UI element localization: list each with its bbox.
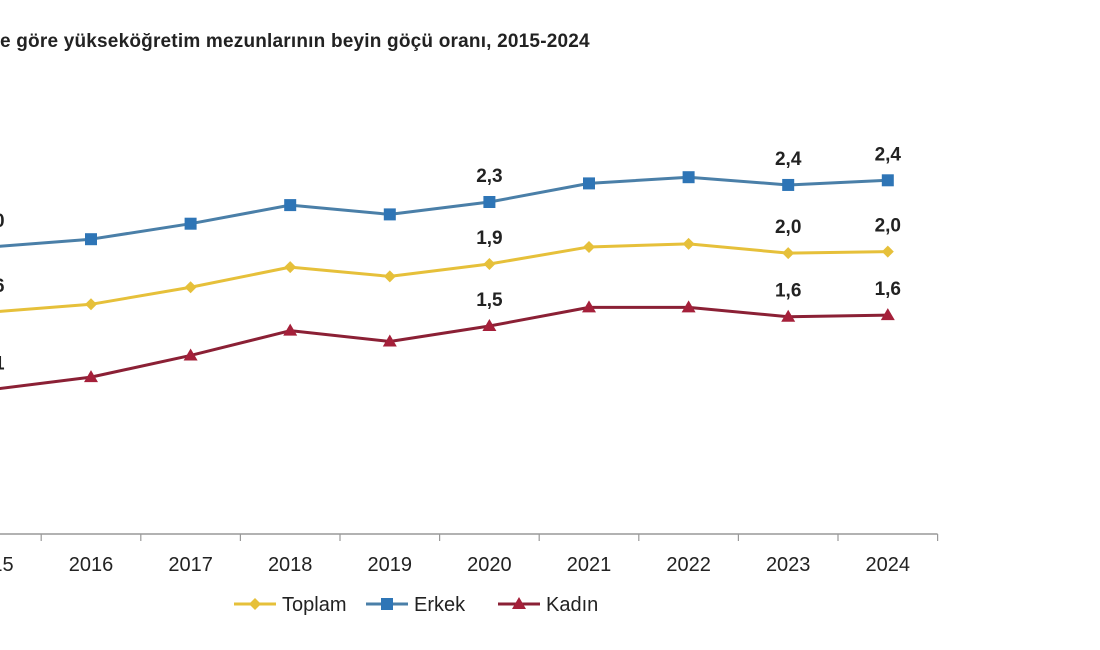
data-point-erkek — [782, 178, 795, 191]
x-tick-label: 2024 — [866, 554, 911, 576]
data-point-kadın — [283, 323, 298, 336]
legend-label-toplam: Toplam — [282, 594, 346, 616]
data-point-toplam — [184, 281, 197, 294]
x-tick-label: 2023 — [766, 554, 811, 576]
data-label-kadın: 1,6 — [875, 279, 901, 300]
data-point-kadın — [781, 309, 796, 322]
data-point-erkek — [483, 196, 496, 208]
legend-marker-erkek — [381, 598, 393, 610]
legend-label-kadın: Kadın — [546, 594, 598, 616]
data-point-toplam — [782, 247, 795, 260]
x-tick-label: 2021 — [567, 554, 612, 576]
data-label-toplam: 1,9 — [476, 228, 502, 249]
x-tick-label: 2015 — [0, 554, 14, 576]
x-tick-label: 2017 — [168, 554, 213, 576]
data-point-kadın — [382, 334, 397, 347]
data-point-toplam — [85, 298, 97, 311]
series-line-kadın — [0, 305, 888, 390]
data-label-toplam: 1,6 — [0, 276, 5, 297]
data-label-toplam: 2,0 — [775, 217, 801, 238]
legend-marker-kadın — [512, 597, 526, 609]
data-point-erkek — [184, 217, 197, 230]
data-point-erkek — [881, 174, 894, 187]
legend-label-erkek: Erkek — [414, 594, 466, 616]
data-label-erkek: 2,4 — [775, 149, 802, 170]
data-label-kadın: 1,6 — [775, 281, 801, 302]
data-point-toplam — [483, 258, 496, 270]
data-point-erkek — [583, 177, 595, 190]
data-point-erkek — [383, 208, 396, 221]
data-point-kadın — [84, 370, 98, 383]
data-label-kadın: 1,1 — [0, 354, 5, 375]
data-point-kadın — [183, 348, 198, 361]
series-line-erkek — [0, 175, 888, 248]
x-tick-label: 2018 — [268, 554, 313, 576]
data-point-toplam — [881, 245, 894, 258]
data-label-erkek: 2,3 — [476, 166, 502, 187]
data-point-toplam — [583, 240, 595, 253]
data-point-kadın — [482, 319, 497, 331]
data-label-erkek: 2,0 — [0, 211, 5, 232]
x-tick-label: 2019 — [368, 554, 413, 576]
data-label-kadın: 1,5 — [476, 290, 503, 311]
data-point-kadın — [880, 308, 895, 321]
data-point-kadın — [681, 300, 696, 313]
legend-marker-toplam — [249, 598, 261, 610]
data-point-erkek — [284, 199, 297, 212]
chart-title: e göre yükseköğretim mezunlarının beyin … — [0, 31, 590, 52]
data-point-toplam — [383, 270, 396, 283]
data-label-toplam: 2,0 — [875, 216, 901, 237]
series-line-toplam — [0, 242, 888, 313]
data-point-erkek — [682, 171, 695, 184]
data-point-toplam — [682, 237, 695, 250]
data-label-erkek: 2,4 — [875, 144, 902, 165]
x-tick-label: 2022 — [666, 554, 711, 576]
data-point-kadın — [582, 300, 596, 313]
data-point-toplam — [284, 261, 297, 274]
data-point-erkek — [85, 233, 97, 246]
x-tick-label: 2016 — [69, 554, 114, 576]
x-tick-label: 2020 — [467, 554, 512, 576]
